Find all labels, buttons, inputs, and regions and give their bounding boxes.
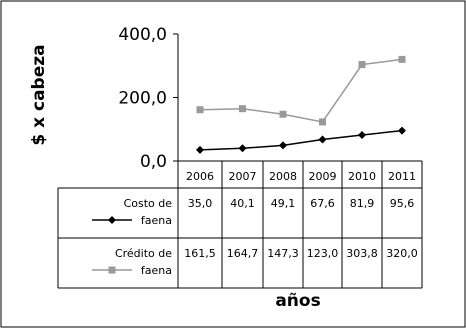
y-tick-label: 200,0	[118, 89, 167, 109]
x-tick-label: 2009	[309, 170, 337, 183]
data-label: 147,3	[267, 247, 299, 260]
data-label: 303,8	[346, 247, 378, 260]
data-label: 49,1	[271, 197, 296, 210]
data-point-marker	[238, 144, 247, 153]
x-tick-label: 2006	[186, 170, 214, 183]
legend-label: faena	[141, 214, 172, 227]
x-axis-label: años	[275, 291, 320, 311]
plot-area: 0,0 200,0 400,0	[118, 25, 406, 172]
legend-marker	[108, 216, 116, 224]
y-tick-label: 0,0	[140, 152, 167, 172]
data-point-marker	[196, 106, 204, 114]
data-point-marker	[319, 118, 326, 126]
legend-label: Costo de	[124, 197, 173, 210]
data-label: 95,6	[390, 197, 415, 210]
data-label: 67,6	[310, 197, 335, 210]
data-point-marker	[239, 105, 246, 113]
data-label: 81,9	[350, 197, 375, 210]
data-label: 164,7	[227, 247, 259, 260]
data-point-marker	[196, 145, 204, 154]
legend-marker	[108, 266, 116, 274]
x-tick-label: 2011	[388, 170, 416, 183]
data-point-marker	[358, 61, 366, 69]
legend-label: faena	[141, 264, 172, 277]
series-line-0	[199, 129, 403, 151]
data-point-marker	[279, 141, 287, 150]
data-table: 2006 2007 2008 2009 2010 2011 Costo de faena 35,…	[57, 160, 423, 289]
y-axis-label: $ x cabeza	[29, 44, 49, 145]
data-point-marker	[318, 135, 327, 144]
data-label: 35,0	[188, 197, 213, 210]
data-label: 40,1	[230, 197, 255, 210]
data-label: 320,0	[386, 247, 418, 260]
data-point-marker	[279, 110, 287, 118]
x-tick-label: 2007	[229, 170, 257, 183]
series-line-1	[199, 58, 403, 123]
data-label: 161,5	[184, 247, 216, 260]
x-tick-label: 2008	[269, 170, 297, 183]
data-point-marker	[398, 126, 406, 135]
data-point-marker	[358, 130, 366, 139]
data-point-marker	[398, 55, 406, 63]
y-tick-label: 400,0	[118, 25, 167, 45]
x-tick-label: 2010	[348, 170, 376, 183]
legend-label: Crédito de	[115, 247, 172, 260]
data-label: 123,0	[307, 247, 339, 260]
